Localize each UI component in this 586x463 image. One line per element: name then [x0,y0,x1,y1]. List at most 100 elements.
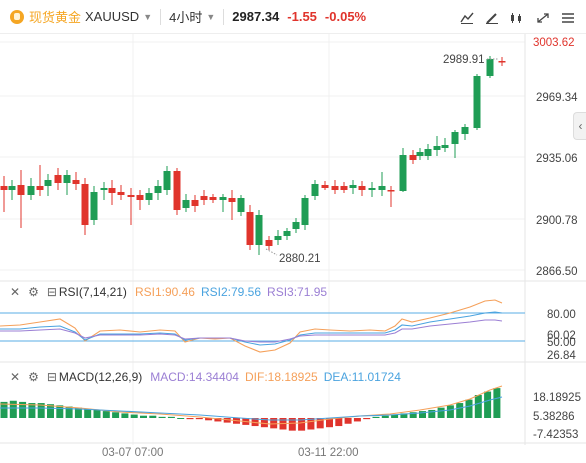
low-marker-line [265,248,278,256]
candle-body [265,240,273,246]
candle-body [498,61,506,63]
chart-toolbar: 现货黄金 XAUUSD ▼ 4小时 ▼ 2987.34 -1.55 -0.05% [0,0,586,34]
candle-body [81,184,89,225]
macd-bar [223,418,231,423]
candle-body [387,190,395,192]
candle-body [145,193,153,200]
rsi-axis-tick: 26.84 [547,350,576,362]
candle-body [331,186,339,190]
instrument-name[interactable]: 现货黄金 [29,10,82,25]
rsi3-line [0,319,503,343]
candle-body [0,186,8,190]
close-icon[interactable]: ✕ [10,370,21,384]
settings-icon[interactable]: ⚙ [28,285,39,299]
candle-body [433,146,441,150]
candle-body [311,184,319,196]
macd-bar [465,399,473,418]
macd-bar [344,418,352,424]
macd-bar [37,403,45,418]
macd-header: ✕ ⚙ ⊟ MACD(12,26,9) MACD:14.34404 DIF:18… [10,368,401,386]
symbol-dropdown-icon[interactable]: ▼ [143,11,153,22]
candle-style-icon[interactable] [505,8,527,28]
candle-body [399,155,407,191]
rsi-title: RSI(7,14,21) [58,285,127,299]
candle-body [200,196,208,200]
candle-body [8,186,16,190]
candle-body [349,185,357,188]
candle-body [255,215,263,245]
toggle-visibility-icon[interactable]: ⊟ [46,370,57,384]
price-change-percent: -0.05% [324,9,367,24]
macd-bar [102,411,110,418]
macd-bar [288,418,296,431]
candle-body [486,59,494,76]
indicator-icon[interactable] [456,8,478,28]
candle-body [219,197,227,200]
candle-body [36,186,44,190]
candle-body [378,186,386,190]
candle-body [461,127,469,134]
candle-body [100,188,108,190]
macd-title: MACD(12,26,9) [58,370,143,384]
dif-value: DIF:18.18925 [244,370,318,384]
macd-bar [84,408,92,418]
macd-bar [456,403,464,418]
candle-body [228,198,236,202]
last-price: 2987.34 [232,9,280,24]
macd-bar [112,412,120,418]
settings-icon[interactable]: ⚙ [28,370,39,384]
macd-bar [484,391,492,418]
macd-bar [195,418,203,420]
candle-body [301,198,309,225]
candle-body [136,195,144,200]
collapse-panel-chevron-icon[interactable]: ‹ [573,112,586,140]
price-axis-max: 3003.62 [533,37,575,49]
timeframe-select[interactable]: 4小时 [169,10,203,25]
candle-body [44,180,52,186]
candle-body [173,171,181,210]
macd-bar [149,415,157,418]
macd-bar [177,418,185,419]
macd-bar [493,388,501,418]
macd-bar [9,400,17,418]
candle-body [182,200,190,208]
macd-bar [363,418,371,420]
candle-body [321,185,329,188]
price-change: -1.55 [287,9,317,24]
price-axis-tick: 2935.06 [536,153,578,165]
low-price-label: 2880.21 [279,253,321,265]
toolbar-divider [223,8,225,25]
macd-bar [298,418,306,431]
toolbar-divider [160,8,162,25]
macd-bar [326,418,333,428]
macd-bar [353,418,361,422]
macd-bar [0,401,8,418]
rsi-axis-tick: 50.00 [547,337,576,349]
macd-bar [316,418,324,429]
close-icon[interactable]: ✕ [10,285,21,299]
macd-bar [121,413,129,418]
candle-body [17,185,25,195]
macd-axis-tick: -7.42353 [533,429,578,441]
candle-body [283,231,291,236]
macd-bar [167,416,175,418]
fullscreen-icon[interactable] [532,8,554,28]
macd-axis-tick: 5.38286 [533,411,575,423]
draw-icon[interactable] [481,8,503,28]
candle-body [127,195,135,197]
macd-bar [65,406,73,418]
toggle-visibility-icon[interactable]: ⊟ [46,285,57,299]
macd-bar [409,412,417,418]
timeframe-dropdown-icon[interactable]: ▼ [206,11,216,22]
candle-body [416,152,424,156]
candle-body [358,186,366,190]
price-axis-tick: 2866.50 [536,266,578,278]
macd-bar [474,395,482,418]
gold-logo-icon [10,9,24,24]
macd-bar [391,414,399,418]
rsi-axis-tick: 80.00 [547,309,576,321]
instrument-symbol[interactable]: XAUUSD [85,9,140,24]
menu-icon[interactable] [557,8,579,28]
macd-bar [56,405,64,418]
